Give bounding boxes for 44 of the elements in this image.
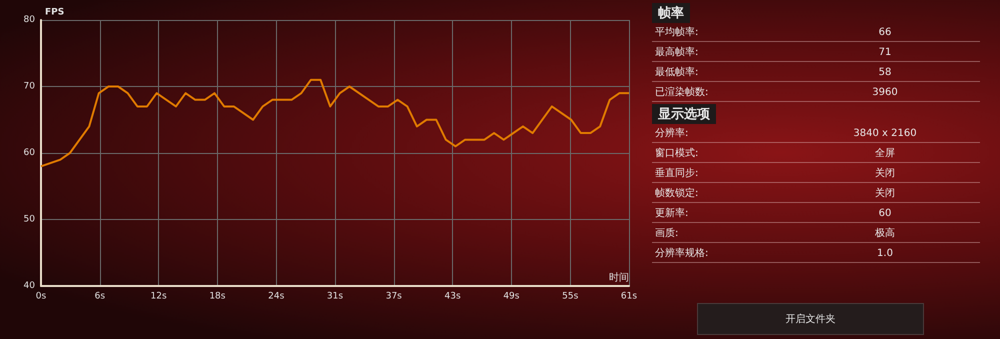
text: 66 [878,26,892,38]
x-tick-label: 37s [386,292,402,302]
text: 关闭 [874,186,896,200]
text: 分辨率规格: [654,246,710,260]
text: 更新率: [654,206,690,220]
text: 开启文件夹 [697,303,924,335]
x-tick-label: 43s [444,292,461,302]
x-tick-label: 18s [209,292,226,302]
y-tick-label: 50 [24,214,36,224]
text: 58 [878,66,892,78]
y-tick-label: 80 [24,15,36,25]
y-tick-label: 70 [24,82,36,92]
x-tick-label: 0s [36,292,47,302]
text: 全屏 [874,147,896,160]
x-tick-label: 31s [326,292,344,302]
text: 帧率 [652,3,690,23]
text: 关闭 [874,166,896,180]
text: 帧数锁定: [654,186,700,200]
text: 71 [878,46,892,58]
text: 3840 x 2160 [852,128,918,138]
text: 60 [878,208,892,218]
text: 窗口模式: [654,146,700,160]
text: 画质: [654,226,680,240]
text: 最低帧率: [654,66,700,79]
y-tick-label: 60 [24,148,36,158]
x-tick-label: 24s [268,292,285,302]
text: 最高帧率: [654,46,700,59]
text: 3960 [871,86,899,98]
x-tick-label: 6s [94,292,106,302]
line-series [40,78,630,168]
x-axis-title: 时间 [609,272,629,284]
text: 极高 [874,226,896,240]
text: 1.0 [876,248,894,258]
text: 平均帧率: [654,26,700,39]
y-tick-label: 40 [24,281,36,291]
x-tick-label: 49s [503,292,520,302]
text: 已渲染帧数: [654,86,710,99]
text: 垂直同步: [654,166,700,180]
x-tick-label: 55s [562,292,579,302]
text: 显示选项 [652,104,716,124]
x-tick-label: 61s [620,292,638,302]
x-tick-label: 12s [150,292,167,302]
y-axis-title: FPS [45,8,64,18]
text: 分辨率: [654,126,690,140]
